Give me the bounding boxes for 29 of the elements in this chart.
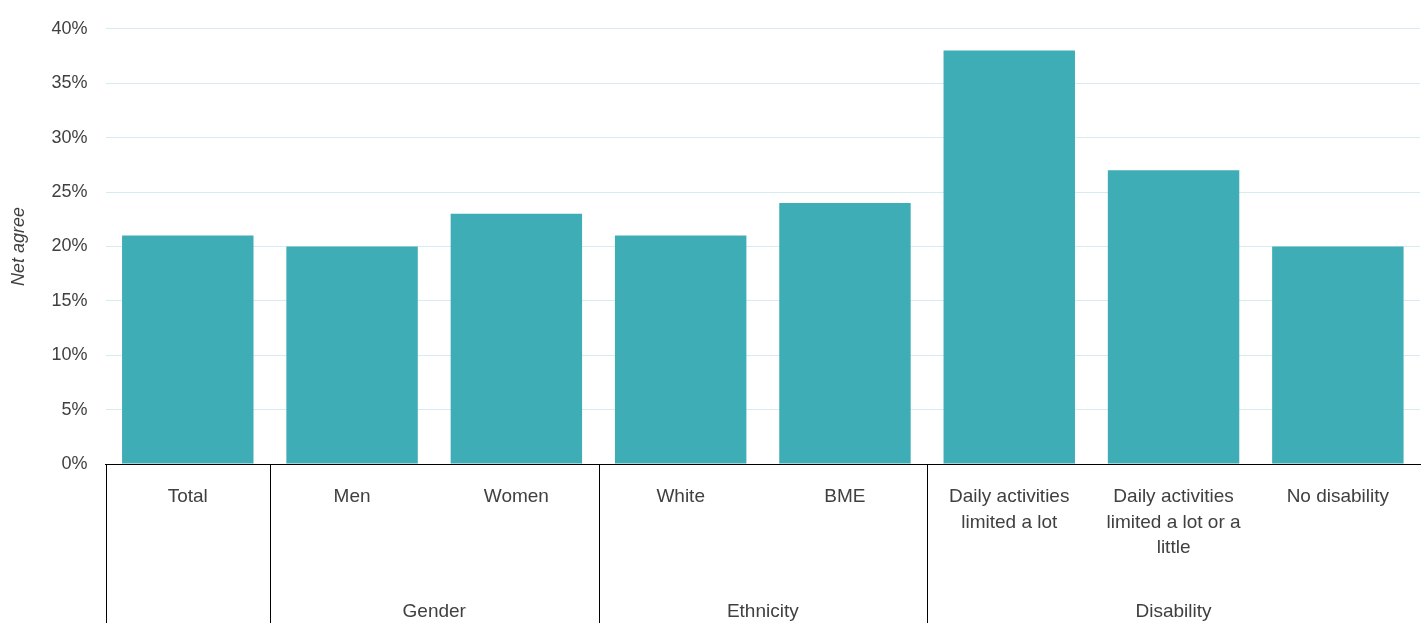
x-tick-label: No disability (1286, 485, 1390, 507)
y-tick-label: 20% (51, 235, 88, 256)
bar (286, 246, 418, 464)
y-axis-title: Net agree (7, 206, 28, 286)
bar (450, 213, 583, 464)
x-tick-label: Total (167, 485, 208, 507)
x-tick-label: White (656, 485, 705, 507)
y-tick-label: 5% (61, 398, 88, 419)
bar (1272, 246, 1404, 464)
y-tick-label: 10% (51, 344, 88, 365)
bar (614, 235, 747, 464)
y-tick-label: 40% (51, 17, 88, 38)
text: Gender (402, 600, 467, 621)
x-tick-label: BME (824, 485, 866, 507)
y-tick-label: 35% (51, 72, 88, 93)
bar (779, 202, 911, 464)
bar (943, 50, 1075, 464)
text: Disability (1135, 600, 1213, 621)
text: Ethnicity (726, 600, 800, 621)
y-tick-label: 30% (51, 126, 88, 147)
x-tick-label: Men (333, 485, 371, 507)
y-tick-label: 25% (51, 180, 88, 201)
x-tick-label: Daily activities limited a lot (949, 485, 1070, 532)
bar (1107, 170, 1240, 464)
x-tick-label: Daily activities limited a lot or a little (1106, 485, 1242, 558)
y-tick-label: 15% (51, 289, 88, 310)
bar (122, 235, 254, 464)
y-tick-label: 0% (61, 453, 88, 474)
x-tick-label: Women (483, 485, 549, 507)
